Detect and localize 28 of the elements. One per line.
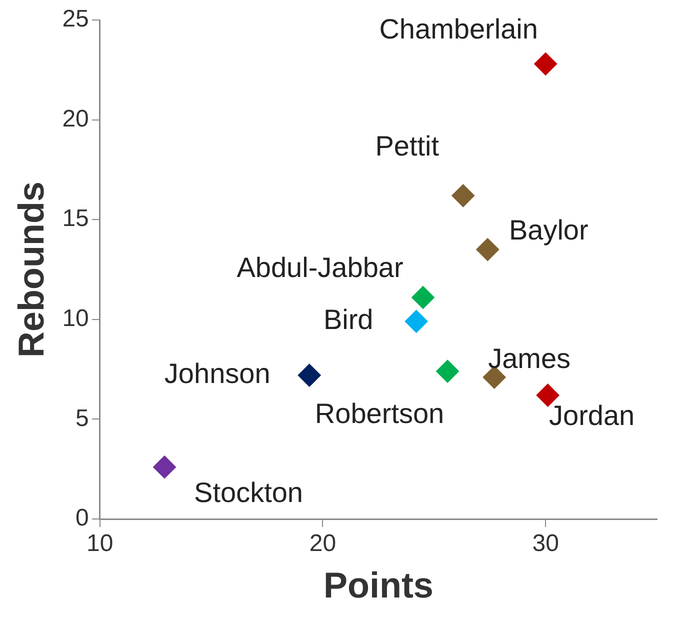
series-label: Stockton bbox=[194, 476, 303, 508]
series-label: Bird bbox=[323, 304, 374, 336]
point bbox=[404, 310, 428, 333]
point bbox=[298, 364, 321, 387]
x-tick-label: 20 bbox=[309, 530, 336, 558]
y-tick-label: 5 bbox=[76, 404, 89, 432]
series-label: Robertson bbox=[314, 398, 444, 430]
point bbox=[452, 184, 475, 208]
point bbox=[436, 360, 460, 383]
x-axis-title: Points bbox=[323, 564, 434, 606]
series-label: Johnson bbox=[164, 358, 270, 390]
point bbox=[476, 238, 500, 262]
series-label: James bbox=[488, 343, 571, 374]
y-tick-label: 10 bbox=[62, 305, 89, 332]
point bbox=[412, 286, 435, 309]
point bbox=[153, 456, 176, 479]
y-tick-label: 20 bbox=[62, 105, 89, 132]
series-label: Chamberlain bbox=[379, 14, 538, 45]
series-label: Baylor bbox=[508, 214, 588, 246]
x-tick-label: 30 bbox=[532, 530, 559, 558]
series-label: Pettit bbox=[375, 130, 440, 162]
series-label: Jordan bbox=[548, 400, 635, 431]
point bbox=[534, 52, 558, 76]
y-axis-title: Rebounds bbox=[10, 182, 52, 358]
y-tick-label: 0 bbox=[76, 504, 89, 532]
series-label: Abdul-Jabbar bbox=[236, 252, 404, 284]
y-tick-label: 25 bbox=[62, 6, 89, 33]
y-tick-label: 15 bbox=[62, 205, 89, 232]
